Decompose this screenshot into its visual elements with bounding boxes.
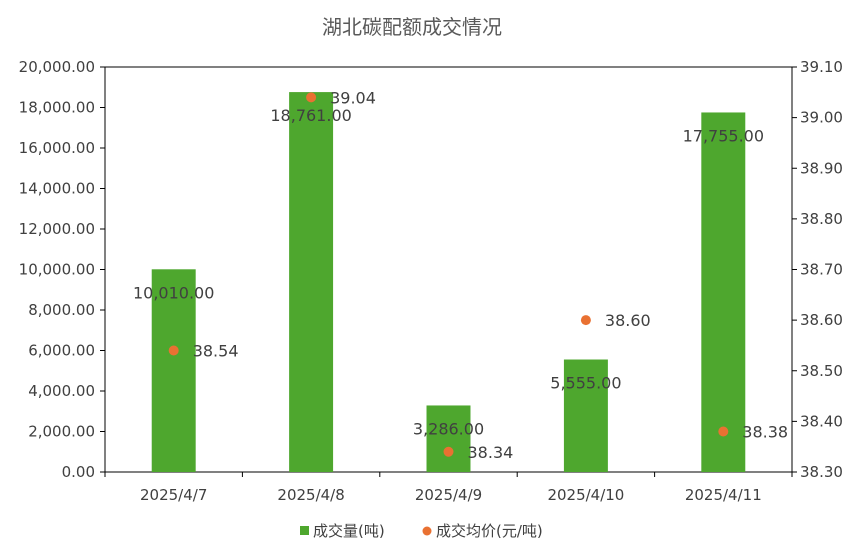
y-left-tick-label: 14,000.00 bbox=[19, 180, 95, 198]
y-left-tick-label: 2,000.00 bbox=[28, 423, 95, 441]
y-left-tick-label: 18,000.00 bbox=[19, 99, 95, 117]
data-label-volume: 10,010.00 bbox=[133, 283, 214, 302]
legend-swatch-price bbox=[422, 526, 432, 536]
data-label-price: 38.60 bbox=[605, 311, 651, 330]
y-right-tick-label: 38.30 bbox=[800, 463, 843, 481]
bar-volume bbox=[701, 112, 746, 473]
bar-volume bbox=[289, 92, 334, 472]
legend-label-volume: 成交量(吨) bbox=[313, 522, 385, 540]
y-right-tick-label: 38.40 bbox=[800, 412, 843, 430]
legend: 成交量(吨) 成交均价(元/吨) bbox=[300, 522, 543, 540]
plot-area: 0.00 2,000.00 4,000.00 6,000.00 8,000.00 10,0… bbox=[19, 58, 843, 504]
y-left-tick-label: 6,000.00 bbox=[28, 342, 95, 360]
point-price bbox=[580, 315, 591, 326]
y-left-tick-label: 16,000.00 bbox=[19, 139, 95, 157]
legend-swatch-volume bbox=[300, 526, 309, 535]
data-label-price: 39.04 bbox=[330, 88, 376, 107]
x-tick-label: 2025/4/11 bbox=[685, 486, 762, 504]
x-tick-label: 2025/4/7 bbox=[140, 486, 207, 504]
data-label-price: 38.34 bbox=[468, 443, 514, 462]
x-tick-label: 2025/4/10 bbox=[547, 486, 624, 504]
point-price bbox=[306, 92, 317, 103]
y-left-tick-label: 0.00 bbox=[62, 463, 95, 481]
bar-volume bbox=[563, 359, 608, 472]
bar-volume bbox=[151, 269, 196, 472]
y-left-tick-label: 10,000.00 bbox=[19, 261, 95, 279]
data-label-volume: 18,761.00 bbox=[270, 106, 351, 125]
y-left-tick-label: 20,000.00 bbox=[19, 58, 95, 76]
bar-volume bbox=[426, 405, 471, 472]
data-label-volume: 5,555.00 bbox=[550, 374, 621, 393]
y-right-tick-label: 38.70 bbox=[800, 261, 843, 279]
y-right-tick-label: 39.10 bbox=[800, 58, 843, 76]
x-tick-label: 2025/4/8 bbox=[277, 486, 344, 504]
y-right-tick-label: 38.90 bbox=[800, 159, 843, 177]
data-label-volume: 3,286.00 bbox=[413, 419, 484, 438]
data-label-price: 38.38 bbox=[742, 423, 788, 442]
legend-label-price: 成交均价(元/吨) bbox=[436, 522, 543, 540]
y-left-tick-label: 12,000.00 bbox=[19, 220, 95, 238]
y-right-tick-label: 38.50 bbox=[800, 362, 843, 380]
y-left-tick-label: 8,000.00 bbox=[28, 301, 95, 319]
data-label-price: 38.54 bbox=[193, 342, 239, 361]
data-label-volume: 17,755.00 bbox=[683, 126, 764, 145]
x-tick-label: 2025/4/9 bbox=[415, 486, 482, 504]
point-price bbox=[443, 446, 454, 457]
y-left-tick-label: 4,000.00 bbox=[28, 382, 95, 400]
y-right-tick-label: 39.00 bbox=[800, 109, 843, 127]
point-price bbox=[718, 426, 729, 437]
point-price bbox=[168, 345, 179, 356]
y-right-tick-label: 38.60 bbox=[800, 311, 843, 329]
chart-title: 湖北碳配额成交情况 bbox=[322, 15, 502, 39]
y-right-tick-label: 38.80 bbox=[800, 210, 843, 228]
